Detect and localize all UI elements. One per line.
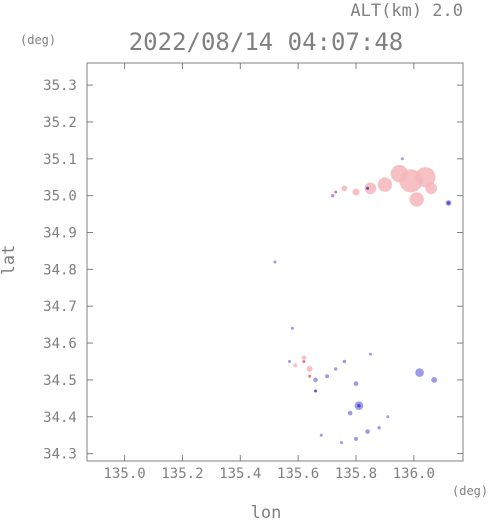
echo-point <box>366 186 370 190</box>
echo-point <box>431 377 437 383</box>
echo-point <box>302 360 306 363</box>
echo-point <box>400 157 404 161</box>
echo-point <box>377 426 381 430</box>
echo-point <box>447 201 450 205</box>
echo-point <box>365 429 370 434</box>
echo-point <box>415 167 436 188</box>
chart-title: 2022/08/14 04:07:48 <box>129 28 404 56</box>
y-tick-label: 35.3 <box>43 78 77 94</box>
echo-point <box>288 360 291 363</box>
echo-point <box>301 355 307 361</box>
echo-point <box>342 359 347 364</box>
y-tick-label: 35.0 <box>43 189 77 205</box>
echo-point <box>334 190 338 194</box>
echo-point <box>308 374 312 378</box>
y-tick-label: 35.1 <box>43 152 77 168</box>
x-tick-label: 135.0 <box>104 466 146 482</box>
echo-point <box>341 185 348 192</box>
echo-point <box>425 182 438 195</box>
echo-point <box>364 182 377 195</box>
echo-point <box>354 436 358 441</box>
echo-point <box>357 404 361 408</box>
echo-point <box>390 164 409 183</box>
y-unit-label: (deg) <box>20 33 56 47</box>
y-tick-label: 34.5 <box>43 373 77 389</box>
echo-point <box>347 410 353 416</box>
echo-point <box>290 326 294 330</box>
y-tick-label: 35.2 <box>43 115 77 131</box>
y-tick-label: 34.3 <box>43 447 77 463</box>
echo-point <box>314 389 317 393</box>
echo-point <box>325 374 330 379</box>
y-axis-label: lat <box>0 245 19 276</box>
x-tick-label: 135.8 <box>335 466 377 482</box>
x-tick-label: 135.2 <box>161 466 203 482</box>
y-tick-label: 34.4 <box>43 410 77 426</box>
plot-frame <box>86 62 464 462</box>
echo-point <box>340 441 343 445</box>
echo-point <box>377 177 393 192</box>
data-marks <box>273 157 452 445</box>
y-tick-label: 34.9 <box>43 226 77 242</box>
x-tick-label: 136.0 <box>393 466 435 482</box>
echo-point <box>306 366 313 372</box>
echo-point <box>331 194 335 198</box>
echo-point <box>313 377 318 383</box>
echo-point <box>334 367 338 371</box>
y-tick-label: 34.8 <box>43 262 77 278</box>
y-ticks: 34.3 34.4 34.5 34.6 34.7 34.8 34.9 35.0 35.1 35.2… <box>43 78 463 463</box>
echo-point <box>368 352 372 356</box>
x-axis-label: lon <box>251 503 282 521</box>
x-tick-label: 135.6 <box>277 466 319 482</box>
x-ticks: 135.0 135.2 135.4 135.6 135.8 136.0 <box>104 63 435 482</box>
chart-subtitle: ALT(km) 2.0 <box>350 1 463 21</box>
x-tick-label: 135.4 <box>219 466 261 482</box>
y-tick-label: 34.6 <box>43 336 77 352</box>
echo-point <box>409 192 424 207</box>
y-tick-label: 34.7 <box>43 299 77 315</box>
echo-point <box>273 260 277 264</box>
echo-point <box>319 433 323 437</box>
echo-point <box>293 363 298 368</box>
echo-point <box>353 381 359 386</box>
echo-point <box>352 188 360 196</box>
echo-point <box>415 368 424 377</box>
echo-point <box>386 415 390 419</box>
x-unit-label: (deg) <box>452 484 488 498</box>
